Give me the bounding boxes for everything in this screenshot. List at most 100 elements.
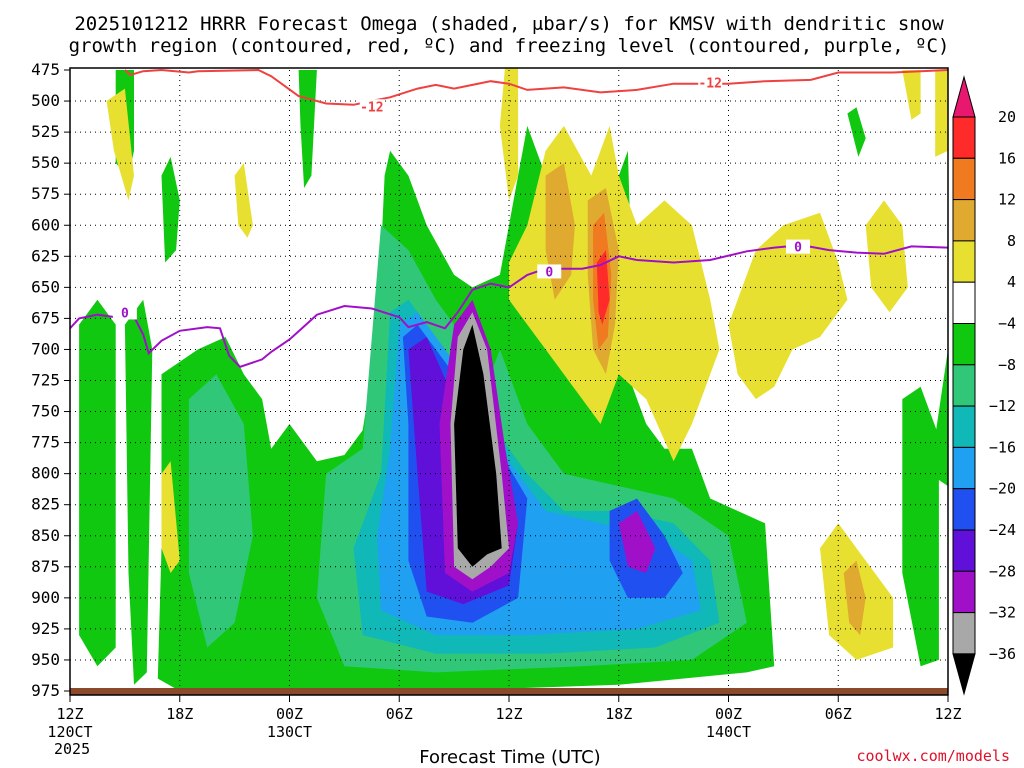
- colorbar-band: [952, 488, 976, 531]
- dgz-label-2: -12: [698, 77, 721, 92]
- colorbar-band: [952, 157, 976, 201]
- x-tick-label: 12Z: [495, 705, 522, 723]
- x-tick-label: 12Z: [56, 705, 83, 723]
- omega-region-0: [79, 299, 116, 667]
- omega-region-24: [499, 68, 519, 201]
- y-tick-label: 700: [31, 339, 60, 358]
- ground-strip: [70, 688, 948, 695]
- x-axis-label: Forecast Time (UTC): [419, 747, 600, 768]
- y-tick-label: 875: [31, 557, 60, 576]
- y-tick-label: 925: [31, 619, 60, 638]
- colorbar-tick-label: −20: [989, 480, 1016, 498]
- omega-region-29: [935, 70, 948, 157]
- colorbar-tick-label: −16: [989, 438, 1016, 456]
- x-tick-label: 18Z: [605, 705, 632, 723]
- y-tick-label: 625: [31, 246, 60, 265]
- omega-region-35: [596, 250, 610, 325]
- colorbar-tick-label: 16: [998, 149, 1016, 167]
- y-axis-ticks: 475 500 525 550 575 600 625 650 675 700 725 750 775 8…: [31, 60, 70, 700]
- colorbar-bottom-cap: [952, 653, 976, 696]
- y-tick-label: 650: [31, 277, 60, 296]
- colorbar-band: [952, 612, 976, 655]
- colorbar-tick-label: −24: [989, 521, 1016, 539]
- omega-region-27: [865, 200, 908, 313]
- colorbar-band: [952, 405, 976, 448]
- fz-label-1: 0: [121, 306, 129, 321]
- colorbar-band: [952, 281, 976, 325]
- y-tick-label: 750: [31, 402, 60, 421]
- y-tick-label: 575: [31, 184, 60, 203]
- colorbar-tick-label: −8: [998, 356, 1016, 374]
- colorbar-band: [952, 323, 976, 366]
- omega-region-28: [902, 70, 921, 120]
- x-tick-date: 140CT: [706, 723, 751, 741]
- colorbar: 20 16 12 8 4 −4 −8 −12 −16 −20 −24 −28 −32 −36: [952, 75, 1016, 696]
- x-tick-label: 00Z: [276, 705, 303, 723]
- y-tick-label: 725: [31, 371, 60, 390]
- x-tick-label: 06Z: [825, 705, 852, 723]
- fz-label-3: 0: [794, 241, 802, 256]
- site-credit[interactable]: coolwx.com/models: [856, 747, 1010, 765]
- y-tick-label: 675: [31, 308, 60, 327]
- colorbar-band: [952, 199, 976, 242]
- dgz-label-2-bg: [698, 75, 723, 90]
- omega-region-23: [234, 163, 253, 238]
- fz-label-2: 0: [545, 265, 553, 280]
- x-tick-label: 12Z: [934, 705, 961, 723]
- colorbar-top-cap: [952, 75, 976, 118]
- fz-label-3-bg: [786, 239, 811, 254]
- chart-title-line-1: 2025101212 HRRR Forecast Omega (shaded, …: [74, 13, 944, 35]
- colorbar-tick-label: −4: [998, 315, 1016, 333]
- omega-region-20: [454, 324, 502, 567]
- y-tick-label: 525: [31, 122, 60, 141]
- chart-title-line-2: growth region (contoured, red, ºC) and f…: [69, 35, 950, 57]
- fz-label-2-bg: [537, 264, 562, 279]
- y-tick-label: 800: [31, 464, 60, 483]
- omega-region-2: [124, 299, 153, 685]
- temperature-contours: -12 -12 0 0 0: [70, 68, 948, 368]
- colorbar-band: [952, 116, 976, 159]
- dotted-grid: [70, 70, 948, 688]
- omega-region-21: [106, 88, 134, 201]
- y-tick-label: 850: [31, 526, 60, 545]
- omega-region-7: [847, 107, 866, 157]
- colorbar-tick-label: 4: [1007, 273, 1016, 291]
- colorbar-tick-label: −28: [989, 562, 1016, 580]
- dgz-label-1: -12: [360, 100, 383, 115]
- y-tick-label: 825: [31, 495, 60, 514]
- y-tick-label: 475: [31, 60, 60, 79]
- x-tick-date: 120CT: [47, 723, 92, 741]
- omega-region-26: [728, 212, 848, 400]
- omega-region-33: [843, 560, 866, 636]
- x-tick-label: 06Z: [386, 705, 413, 723]
- omega-region-8: [902, 386, 939, 667]
- freezing-level-contour: [70, 244, 948, 368]
- colorbar-band: [952, 570, 976, 614]
- colorbar-tick-label: 20: [998, 108, 1016, 126]
- colorbar-tick-label: −12: [989, 397, 1016, 415]
- y-tick-label: 775: [31, 433, 60, 452]
- dgz-label-1-bg: [359, 99, 384, 114]
- x-tick-date: 130CT: [267, 723, 312, 741]
- colorbar-band: [952, 446, 976, 490]
- omega-region-10: [188, 374, 253, 648]
- omega-region-9: [929, 349, 948, 487]
- colorbar-tick-label: −32: [989, 604, 1016, 622]
- omega-region-3: [161, 156, 180, 263]
- colorbar-band: [952, 364, 976, 407]
- dgz-minus12-contour: [124, 68, 948, 106]
- omega-shaded-regions: [79, 68, 948, 688]
- omega-region-5: [298, 70, 317, 188]
- colorbar-tick-label: 12: [998, 191, 1016, 209]
- y-tick-label: 500: [31, 91, 60, 110]
- y-tick-label: 950: [31, 650, 60, 669]
- colorbar-tick-label: −36: [989, 645, 1016, 663]
- colorbar-tick-label: 8: [1007, 232, 1016, 250]
- colorbar-band: [952, 240, 976, 283]
- omega-region-18: [618, 510, 656, 573]
- y-tick-label: 550: [31, 153, 60, 172]
- x-tick-label: 00Z: [715, 705, 742, 723]
- y-tick-label: 900: [31, 588, 60, 607]
